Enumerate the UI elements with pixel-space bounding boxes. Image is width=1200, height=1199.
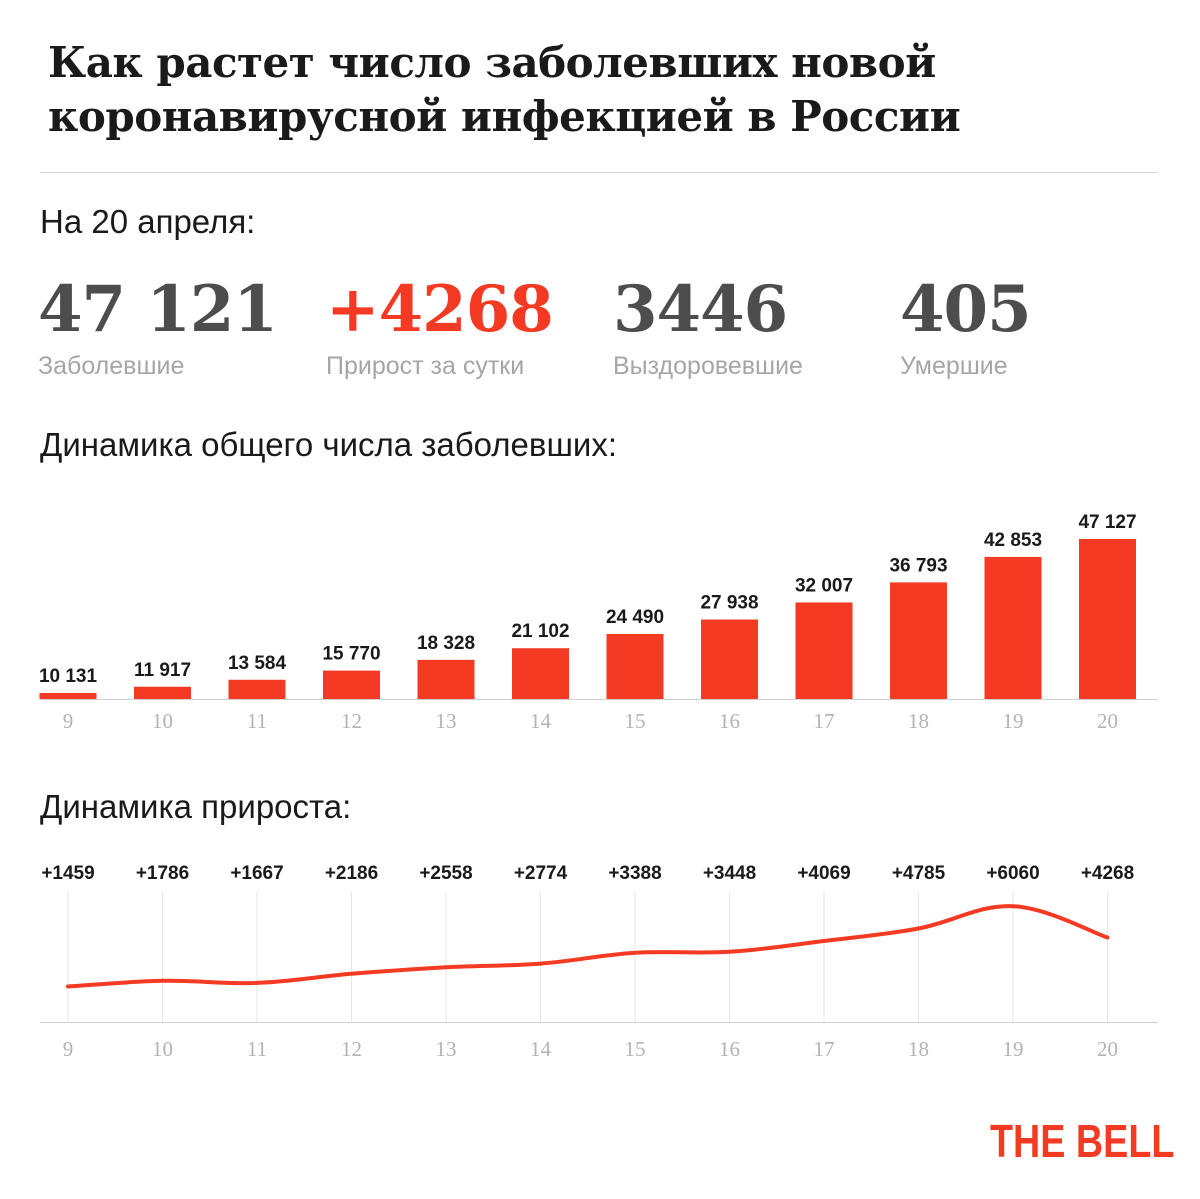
line-value-label-17: +4069	[797, 863, 850, 884]
line-x-tick-10: 10	[152, 1037, 173, 1061]
daily-growth-line-chart: +1459 9 +1786 10 +1667 11 +2186 12 +2558 13 +2774 1…	[40, 863, 1158, 1061]
line-value-label-12: +2186	[325, 863, 378, 884]
line-x-tick-12: 12	[341, 1037, 362, 1061]
growth-series-line	[66, 904, 1110, 989]
line-x-tick-16: 16	[719, 1037, 740, 1061]
bar-11	[228, 679, 286, 699]
line-x-tick-13: 13	[436, 1037, 457, 1061]
line-value-label-18: +4785	[892, 863, 946, 884]
bar-value-label-17: 32 007	[795, 575, 853, 596]
bar-15	[606, 633, 664, 699]
page-title: Как растет число заболевших новой корона…	[48, 36, 1148, 144]
bar-12	[323, 670, 380, 699]
line-value-label-11: +1667	[230, 863, 283, 884]
line-x-tick-9: 9	[63, 1037, 74, 1061]
stat-infected-value: 47 121	[38, 272, 278, 347]
bar-x-tick-16: 16	[719, 709, 740, 733]
line-value-label-9: +1459	[41, 863, 94, 884]
line-value-label-16: +3448	[703, 863, 756, 884]
stat-deaths-caption: Умершие	[900, 352, 1008, 380]
title-line-1: Как растет число заболевших новой	[48, 38, 936, 87]
bar-value-label-18: 36 793	[889, 555, 947, 576]
line-value-label-15: +3388	[608, 863, 661, 884]
bar-18	[890, 582, 947, 699]
date-label: На 20 апреля:	[40, 203, 256, 240]
line-x-tick-17: 17	[814, 1037, 835, 1061]
bar-value-label-16: 27 938	[700, 593, 758, 614]
bar-10	[134, 686, 191, 699]
stat-recovered: 3446 Выздоровевшие	[613, 270, 803, 381]
bar-x-tick-12: 12	[341, 709, 362, 733]
bar-value-label-19: 42 853	[984, 530, 1042, 551]
title-line-2: коронавирусной инфекцией в России	[48, 92, 961, 141]
total-cases-bar-chart: 10 131 9 11 917 10 13 584 11 15 770 12 18 328 13 2…	[39, 512, 1158, 733]
bar-16	[701, 619, 758, 699]
bar-x-tick-11: 11	[247, 709, 267, 733]
bar-value-label-9: 10 131	[39, 666, 98, 687]
stat-deaths: 405 Умершие	[900, 270, 1032, 381]
line-chart-title: Динамика прироста:	[40, 788, 352, 825]
bar-value-label-15: 24 490	[606, 607, 664, 628]
stat-daily-growth-caption: Прирост за сутки	[326, 352, 525, 380]
title-divider	[40, 172, 1158, 173]
stat-daily-growth: +4268 Прирост за сутки	[326, 270, 554, 381]
bar-x-tick-15: 15	[625, 709, 646, 733]
stat-deaths-value: 405	[900, 272, 1032, 347]
bar-x-tick-20: 20	[1097, 709, 1118, 733]
bar-x-tick-13: 13	[436, 709, 457, 733]
bar-19	[984, 556, 1042, 699]
bar-x-tick-10: 10	[152, 709, 173, 733]
line-x-tick-11: 11	[247, 1037, 267, 1061]
bar-value-label-11: 13 584	[228, 653, 287, 674]
bar-value-label-12: 15 770	[322, 644, 380, 665]
stat-infected-caption: Заболевшие	[38, 352, 185, 380]
bar-value-label-14: 21 102	[511, 621, 569, 642]
bar-x-tick-9: 9	[63, 709, 74, 733]
line-x-tick-20: 20	[1097, 1037, 1118, 1061]
bar-x-tick-14: 14	[530, 709, 552, 733]
line-value-label-10: +1786	[136, 863, 189, 884]
line-x-tick-18: 18	[908, 1037, 929, 1061]
bar-20	[1079, 539, 1136, 699]
line-value-label-19: +6060	[986, 863, 1039, 884]
stat-recovered-value: 3446	[613, 272, 788, 347]
stat-recovered-caption: Выздоровевшие	[613, 352, 803, 380]
bar-value-label-10: 11 917	[134, 660, 191, 681]
bar-x-tick-19: 19	[1003, 709, 1024, 733]
line-value-label-20: +4268	[1081, 863, 1134, 884]
line-x-tick-14: 14	[530, 1037, 552, 1061]
bar-chart-title: Динамика общего числа заболевших:	[40, 426, 618, 463]
bar-value-label-20: 47 127	[1078, 512, 1136, 533]
line-value-label-13: +2558	[419, 863, 472, 884]
line-x-tick-19: 19	[1003, 1037, 1024, 1061]
bar-x-tick-17: 17	[814, 709, 835, 733]
line-value-label-14: +2774	[514, 863, 568, 884]
line-x-tick-15: 15	[625, 1037, 646, 1061]
bar-14	[512, 648, 569, 699]
stat-daily-growth-value: +4268	[326, 272, 554, 347]
the-bell-logo: THE BELL	[990, 1115, 1175, 1167]
bar-value-label-13: 18 328	[417, 633, 475, 654]
bar-x-tick-18: 18	[908, 709, 929, 733]
bar-17	[795, 602, 853, 699]
bar-13	[417, 659, 475, 699]
stat-infected: 47 121 Заболевшие	[38, 270, 278, 381]
bar-9	[39, 693, 97, 699]
